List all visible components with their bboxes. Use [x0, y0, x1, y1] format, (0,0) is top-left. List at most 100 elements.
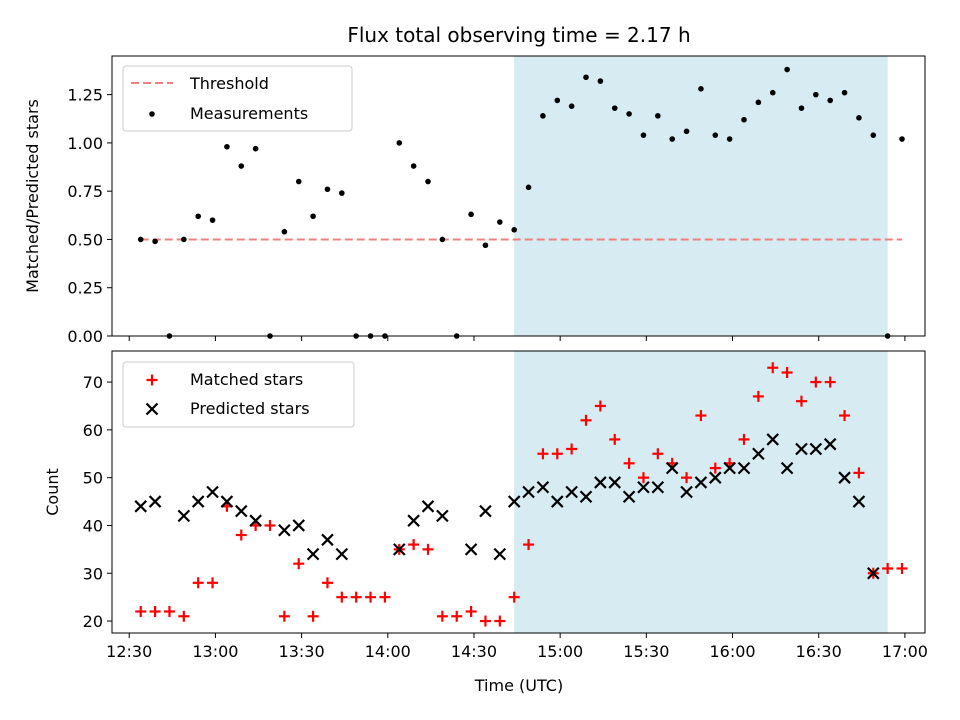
- measurement-point: [827, 97, 833, 104]
- predicted-star-point: [608, 476, 622, 489]
- y-tick-label: 40: [83, 516, 103, 535]
- predicted-star-point: [407, 514, 420, 527]
- top-y-axis-label: Matched/Predicted stars: [23, 99, 42, 293]
- predicted-star-point: [694, 476, 708, 489]
- predicted-star-point: [723, 461, 736, 475]
- x-tick-label: 15:00: [537, 642, 583, 661]
- matched-star-point: [278, 610, 290, 622]
- predicted-star-point: [651, 480, 665, 494]
- predicted-star-point: [852, 495, 866, 508]
- bottom-legend-box: [122, 361, 355, 428]
- legend-matched-label: Matched stars: [190, 370, 303, 389]
- matched-star-point: [853, 467, 865, 479]
- y-tick-label: 30: [83, 564, 103, 583]
- legend-predicted-label: Predicted stars: [190, 399, 310, 418]
- bottom-legend: Matched stars Predicted stars: [122, 361, 355, 428]
- x-tick-label: 17:00: [882, 642, 928, 661]
- y-tick-label: 20: [83, 612, 103, 631]
- measurement-point: [712, 132, 719, 138]
- matched-star-point: [896, 562, 908, 574]
- top-legend-box: [122, 65, 353, 132]
- measurement-point: [640, 132, 647, 138]
- matched-star-point: [149, 605, 161, 617]
- predicted-star-point: [665, 461, 679, 475]
- matched-star-point: [795, 395, 807, 407]
- matched-star-point: [551, 448, 563, 460]
- predicted-star-point: [867, 566, 880, 580]
- measurement-point: [726, 136, 733, 142]
- matched-star-point: [594, 400, 606, 412]
- figure-title: Flux total observing time = 2.17 h: [347, 23, 690, 47]
- predicted-star-point: [780, 461, 794, 475]
- predicted-star-point: [680, 485, 693, 499]
- measurement-point: [281, 228, 288, 235]
- bottom-y-ticks: 20 30 40 50 60 70: [83, 373, 112, 631]
- top-legend: Threshold Measurements: [122, 65, 353, 132]
- matched-star-point: [135, 605, 147, 617]
- measurement-point: [181, 236, 187, 243]
- x-tick-label: 14:00: [365, 642, 411, 661]
- measurement-point: [238, 163, 245, 169]
- measurement-point: [698, 86, 704, 92]
- top-panel: 0.00 0.25 0.50 0.75 1.00 1.25 Matched/Predict…: [23, 55, 926, 346]
- measurement-point: [597, 78, 604, 84]
- top-shaded-span: [514, 56, 888, 336]
- predicted-star-point: [838, 471, 851, 484]
- predicted-star-point: [234, 504, 248, 518]
- predicted-star-point: [436, 509, 449, 523]
- predicted-star-point: [335, 547, 349, 561]
- matched-star-point: [681, 472, 693, 484]
- measurement-point: [856, 114, 862, 121]
- predicted-star-point: [134, 500, 148, 513]
- matched-star-point: [781, 367, 793, 379]
- predicted-star-point: [177, 509, 191, 523]
- legend-plus-marker: [146, 374, 158, 386]
- x-axis-label: Time (UTC): [474, 676, 563, 695]
- bottom-panel: 20 30 40 50 60 70 12:30 13:00 13:30 14:00 14:30 15…: [43, 350, 928, 695]
- x-tick-label: 14:30: [451, 642, 497, 661]
- predicted-star-point: [809, 442, 823, 456]
- measurement-point: [468, 211, 474, 218]
- predicted-star-point: [737, 461, 751, 475]
- matched-star-point: [307, 610, 319, 622]
- predicted-star-point: [220, 495, 234, 508]
- x-tick-label: 12:30: [106, 642, 152, 661]
- matched-star-point: [451, 610, 463, 622]
- matched-star-point: [523, 539, 535, 551]
- matched-star-point: [580, 414, 592, 426]
- measurement-point: [525, 184, 532, 191]
- matched-star-point: [436, 610, 448, 622]
- matched-star-point: [824, 376, 836, 388]
- y-tick-label: 0.00: [67, 327, 103, 346]
- top-y-ticks: 0.00 0.25 0.50 0.75 1.00 1.25: [67, 86, 112, 346]
- predicted-star-point: [393, 543, 406, 556]
- measurement-point: [626, 111, 632, 117]
- legend-threshold-label: Threshold: [189, 74, 269, 93]
- predicted-star-point: [766, 433, 780, 446]
- matched-star-point: [350, 591, 362, 603]
- matched-star-point: [508, 591, 520, 603]
- matched-star-point: [609, 433, 621, 445]
- matched-star-point: [321, 577, 333, 589]
- matched-star-point: [810, 376, 822, 388]
- measurement-point: [841, 89, 848, 96]
- predicted-star-point: [292, 519, 306, 532]
- y-tick-label: 0.75: [67, 182, 103, 201]
- measurement-point: [410, 163, 417, 169]
- predicted-stars-points: [134, 433, 880, 580]
- matched-star-point: [365, 591, 377, 603]
- matched-star-point: [637, 472, 649, 484]
- matched-star-point: [738, 433, 750, 445]
- legend-matched-swatch: [146, 374, 158, 386]
- predicted-star-point: [206, 485, 219, 499]
- measurement-point: [295, 178, 302, 185]
- measurement-point: [784, 66, 790, 73]
- measurement-point: [497, 219, 503, 225]
- predicted-star-point: [278, 523, 291, 537]
- predicted-star-point: [709, 471, 722, 484]
- bottom-shaded-span: [514, 351, 888, 633]
- x-tick-label: 15:30: [623, 642, 669, 661]
- measurement-point: [798, 105, 805, 111]
- measurement-point: [324, 186, 331, 193]
- measurement-point: [899, 136, 905, 142]
